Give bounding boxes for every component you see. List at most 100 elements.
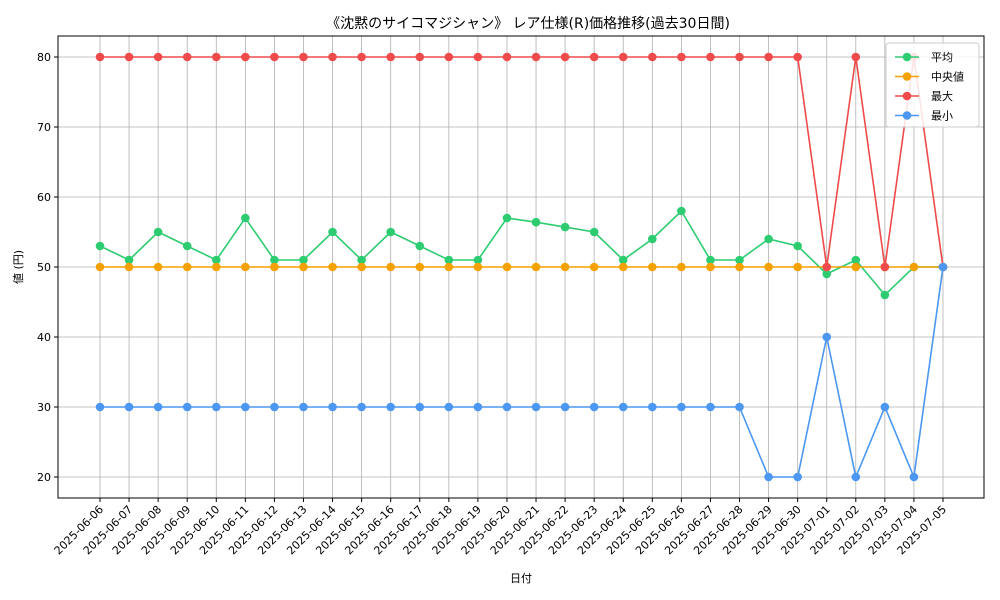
- data-point: [531, 262, 541, 272]
- data-point: [589, 402, 599, 412]
- data-point: [299, 262, 308, 272]
- data-point: [182, 262, 192, 272]
- data-point: [153, 262, 163, 272]
- plot-area-frame: [57, 35, 985, 499]
- data-point: [270, 52, 279, 62]
- data-point: [531, 402, 541, 412]
- data-point: [938, 262, 948, 272]
- data-point: [677, 52, 686, 62]
- legend-marker: [902, 72, 912, 81]
- data-point: [677, 402, 686, 412]
- data-point: [618, 262, 628, 272]
- data-point: [735, 255, 744, 265]
- series-3: [95, 262, 948, 482]
- y-tick-label: 80: [37, 51, 51, 64]
- data-point: [648, 402, 657, 412]
- data-point: [473, 52, 483, 62]
- series-1: [95, 262, 948, 272]
- data-point: [153, 402, 163, 412]
- data-point: [328, 52, 337, 62]
- data-point: [444, 255, 454, 265]
- data-point: [211, 52, 221, 62]
- data-point: [386, 52, 395, 62]
- data-point: [735, 262, 744, 272]
- data-point: [357, 262, 366, 272]
- data-point: [124, 52, 134, 62]
- data-point: [648, 52, 657, 62]
- data-point: [793, 262, 802, 272]
- data-point: [415, 241, 425, 251]
- data-point: [793, 52, 802, 62]
- chart-title: 《沈黙のサイコマジシャン》 レア仕様(R)価格推移(過去30日間): [326, 16, 730, 32]
- data-point: [880, 402, 890, 412]
- data-point: [851, 262, 861, 272]
- data-point: [764, 262, 773, 272]
- legend-marker: [902, 52, 912, 62]
- data-point: [648, 262, 657, 272]
- data-point: [124, 262, 134, 272]
- data-point: [95, 402, 105, 412]
- data-point: [502, 402, 512, 412]
- data-point: [153, 52, 163, 62]
- data-point: [95, 262, 105, 272]
- data-point: [560, 262, 570, 272]
- data-point: [764, 52, 773, 62]
- data-point: [909, 472, 919, 482]
- y-tick-label: 50: [37, 261, 51, 274]
- data-point: [851, 52, 861, 62]
- data-point: [618, 402, 628, 412]
- data-point: [793, 241, 802, 251]
- data-point: [764, 472, 773, 482]
- data-point: [211, 262, 221, 272]
- data-point: [502, 262, 512, 272]
- legend-label: 中央値: [931, 71, 964, 84]
- data-point: [793, 472, 802, 482]
- data-point: [415, 262, 425, 272]
- legend-label: 平均: [931, 51, 953, 64]
- y-tick-label: 20: [37, 471, 51, 484]
- data-point: [444, 52, 454, 62]
- data-point: [531, 217, 541, 227]
- data-point: [386, 227, 395, 237]
- data-point: [270, 262, 279, 272]
- y-tick-label: 70: [37, 121, 51, 134]
- series-line: [100, 56, 944, 268]
- y-axis-label: 値 (円): [12, 250, 25, 284]
- legend-marker: [902, 111, 912, 120]
- x-axis-label: 日付: [510, 572, 532, 585]
- data-point: [241, 52, 250, 62]
- x-axis-ticks: 2025-06-062025-06-072025-06-082025-06-09…: [52, 498, 949, 557]
- data-point: [880, 290, 890, 300]
- data-point: [357, 52, 366, 62]
- series-2: [95, 52, 948, 272]
- series-line: [100, 266, 944, 481]
- data-point: [851, 255, 861, 265]
- data-point: [124, 402, 134, 412]
- data-point: [299, 255, 308, 265]
- series-line: [99, 209, 943, 297]
- data-point: [328, 262, 337, 272]
- data-point: [153, 227, 163, 237]
- data-point: [386, 402, 395, 412]
- data-point: [589, 262, 599, 272]
- data-point: [880, 262, 890, 272]
- legend-box: [885, 42, 980, 128]
- y-tick-label: 60: [37, 191, 51, 204]
- data-point: [182, 52, 192, 62]
- data-point: [822, 332, 832, 342]
- data-point: [851, 472, 861, 482]
- legend-marker: [902, 91, 912, 101]
- y-tick-label: 40: [37, 331, 51, 344]
- data-point: [182, 241, 192, 251]
- data-point: [618, 52, 628, 62]
- data-point: [241, 262, 250, 272]
- data-point: [560, 222, 570, 232]
- data-point: [124, 255, 134, 265]
- data-point: [211, 255, 221, 265]
- data-point: [415, 52, 425, 62]
- data-point: [735, 402, 744, 412]
- data-point: [357, 255, 366, 265]
- data-point: [473, 262, 483, 272]
